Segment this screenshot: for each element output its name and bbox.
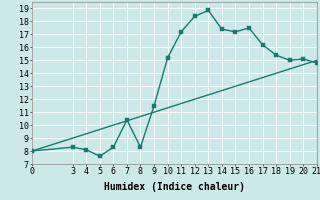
X-axis label: Humidex (Indice chaleur): Humidex (Indice chaleur) bbox=[104, 182, 245, 192]
